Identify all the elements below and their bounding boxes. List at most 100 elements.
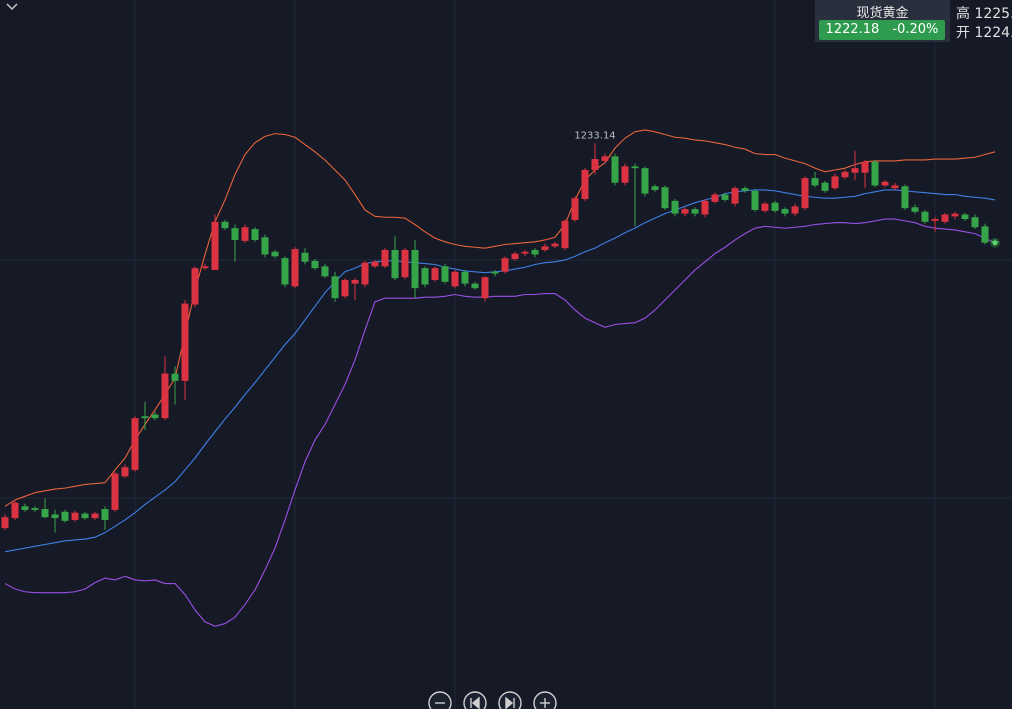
- candle-body: [401, 249, 409, 278]
- candle-body: [951, 213, 959, 217]
- candle-body: [651, 186, 659, 190]
- candle-body: [51, 514, 59, 519]
- candle-body: [431, 268, 439, 280]
- candle-body: [641, 168, 649, 194]
- candle-body: [731, 188, 739, 204]
- candle-body: [841, 171, 849, 178]
- zoom-controls: [428, 691, 557, 709]
- change: -0.20%: [892, 22, 939, 37]
- candle-body: [121, 467, 129, 477]
- candle-body: [561, 220, 569, 249]
- candle-body: [711, 194, 719, 202]
- candle-body: [931, 219, 939, 221]
- zoom-out-button[interactable]: [428, 691, 452, 709]
- candle-body: [421, 268, 429, 285]
- candle-body: [341, 279, 349, 297]
- candle-body: [151, 414, 159, 419]
- candle-body: [311, 260, 319, 269]
- candle-body: [691, 209, 699, 214]
- candle-body: [231, 228, 239, 240]
- candle-body: [551, 243, 559, 247]
- candle-body: [701, 200, 709, 215]
- candle-body: [801, 178, 809, 209]
- candle-body: [771, 202, 779, 211]
- candle-body: [521, 251, 529, 254]
- candle-body: [451, 271, 459, 287]
- candle-body: [791, 206, 799, 214]
- candle-body: [271, 251, 279, 257]
- candle-body: [811, 178, 819, 186]
- candle-body: [111, 473, 119, 510]
- candle-body: [41, 509, 49, 518]
- candle-body: [971, 217, 979, 228]
- candle-body: [871, 161, 879, 186]
- candle-body: [661, 187, 669, 209]
- candle-body: [161, 373, 169, 419]
- candle-body: [291, 249, 299, 287]
- candle-body: [861, 161, 869, 173]
- candle-body: [1, 517, 9, 529]
- candle-body: [351, 279, 359, 284]
- candle-body: [141, 416, 149, 419]
- collapse-icon[interactable]: [6, 3, 18, 11]
- candle-body: [621, 166, 629, 183]
- candle-body: [381, 249, 389, 267]
- candle-body: [891, 185, 899, 189]
- candle-body: [491, 271, 499, 274]
- candle-body: [741, 188, 749, 191]
- candle-body: [911, 207, 919, 212]
- open-price: 开 1224.4: [956, 25, 1012, 41]
- candle-body: [321, 266, 329, 277]
- candle-body: [301, 252, 309, 262]
- candle-body: [281, 258, 289, 285]
- candle-body: [171, 373, 179, 381]
- candle-body: [471, 283, 479, 289]
- candle-body: [261, 237, 269, 255]
- zoom-in-button[interactable]: [533, 691, 557, 709]
- candle-body: [781, 209, 789, 214]
- candle-body: [441, 266, 449, 282]
- candle-body: [221, 221, 229, 229]
- candle-body: [581, 169, 589, 200]
- candle-body: [511, 253, 519, 260]
- high-price: 高 1225.7: [956, 6, 1012, 22]
- band-line: [4, 189, 996, 553]
- candle-body: [91, 513, 99, 519]
- candle-body: [571, 198, 579, 220]
- candle-body: [361, 262, 369, 285]
- candle-body: [191, 268, 199, 305]
- candle-body: [901, 186, 909, 209]
- candle-body: [671, 200, 679, 214]
- candle-body: [21, 506, 29, 510]
- last-price-dot: [992, 240, 998, 246]
- candle-body: [821, 182, 829, 191]
- candle-body: [591, 159, 599, 170]
- candle-body: [681, 209, 689, 214]
- next-button[interactable]: [498, 691, 522, 709]
- candle-body: [71, 512, 79, 520]
- candle-body: [101, 509, 109, 520]
- candle-body: [941, 214, 949, 222]
- max-price-label: 1233.14: [574, 130, 615, 141]
- candle-body: [11, 502, 19, 519]
- candle-body: [131, 418, 139, 470]
- candle-body: [61, 511, 69, 521]
- candle-body: [531, 249, 539, 255]
- candle-body: [241, 227, 249, 241]
- candle-body: [851, 168, 859, 173]
- candle-body: [481, 277, 489, 299]
- candle-body: [721, 194, 729, 200]
- candle-body: [631, 166, 639, 169]
- candle-body: [251, 229, 259, 240]
- prev-button[interactable]: [463, 691, 487, 709]
- candle-body: [961, 214, 969, 220]
- band-line: [4, 129, 996, 507]
- candle-body: [751, 190, 759, 210]
- instrument-name: 现货黄金: [856, 6, 909, 21]
- candle-body: [601, 156, 609, 161]
- candle-body: [181, 303, 189, 381]
- candle-body: [411, 249, 419, 289]
